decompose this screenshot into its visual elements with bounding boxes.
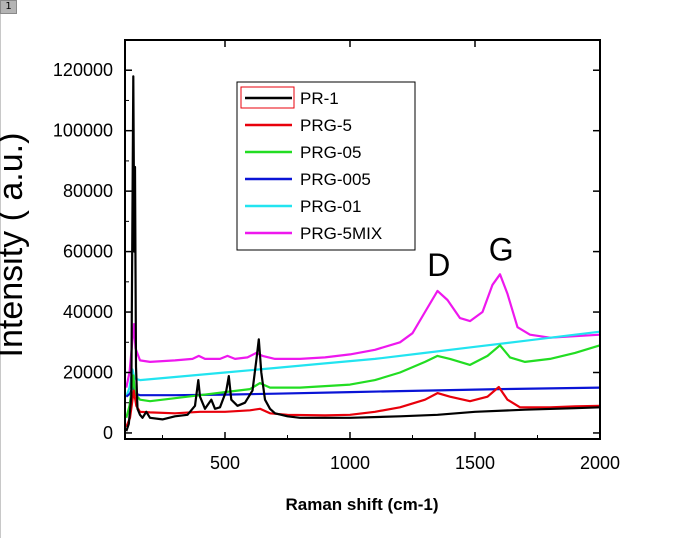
y-tick-label: 60000 (63, 242, 113, 262)
legend-label-prg-5: PRG-5 (300, 116, 352, 135)
peak-label-d: D (427, 247, 450, 283)
y-tick-label: 0 (103, 423, 113, 443)
y-tick-label: 80000 (63, 181, 113, 201)
legend-selection-marker (240, 86, 295, 109)
legend-label-prg-01: PRG-01 (300, 197, 361, 216)
legend-label-prg-5mix: PRG-5MIX (300, 224, 382, 243)
legend-label-prg-005: PRG-005 (300, 170, 371, 189)
legend-label-pr-1: PR-1 (300, 89, 339, 108)
y-tick-label: 40000 (63, 302, 113, 322)
legend-items: PR-1 PRG-5 PRG-05 PRG-005 PRG-01 PRG-5MIX (245, 89, 382, 243)
series-line-pr-1 (125, 75, 601, 432)
x-tick-label: 500 (210, 453, 240, 473)
y-tick-label: 100000 (53, 121, 113, 141)
axis-layer: 500 1000 1500 20000200004000060000800001000… (53, 40, 620, 473)
plot-frame (124, 39, 601, 440)
series-layer (125, 75, 601, 432)
window-left-border (0, 14, 1, 538)
legend-label-prg-05: PRG-05 (300, 143, 361, 162)
x-axis-title: Raman shift (cm-1) (285, 495, 438, 514)
y-tick-label: 20000 (63, 363, 113, 383)
y-tick-label: 120000 (53, 60, 113, 80)
legend: PR-1 PRG-5 PRG-05 PRG-005 PRG-01 PRG-5MIX (236, 81, 416, 251)
series-line-prg-5mix (125, 273, 601, 388)
x-tick-label: 1000 (330, 453, 370, 473)
y-axis-title: Intensity ( a.u.) (0, 133, 30, 358)
legend-box (236, 81, 416, 251)
series-line-prg-01 (125, 330, 601, 398)
page-tab[interactable]: 1 (0, 0, 17, 14)
peak-label-g: G (489, 232, 514, 268)
x-tick-label: 1500 (455, 453, 495, 473)
x-tick-label: 2000 (580, 453, 620, 473)
